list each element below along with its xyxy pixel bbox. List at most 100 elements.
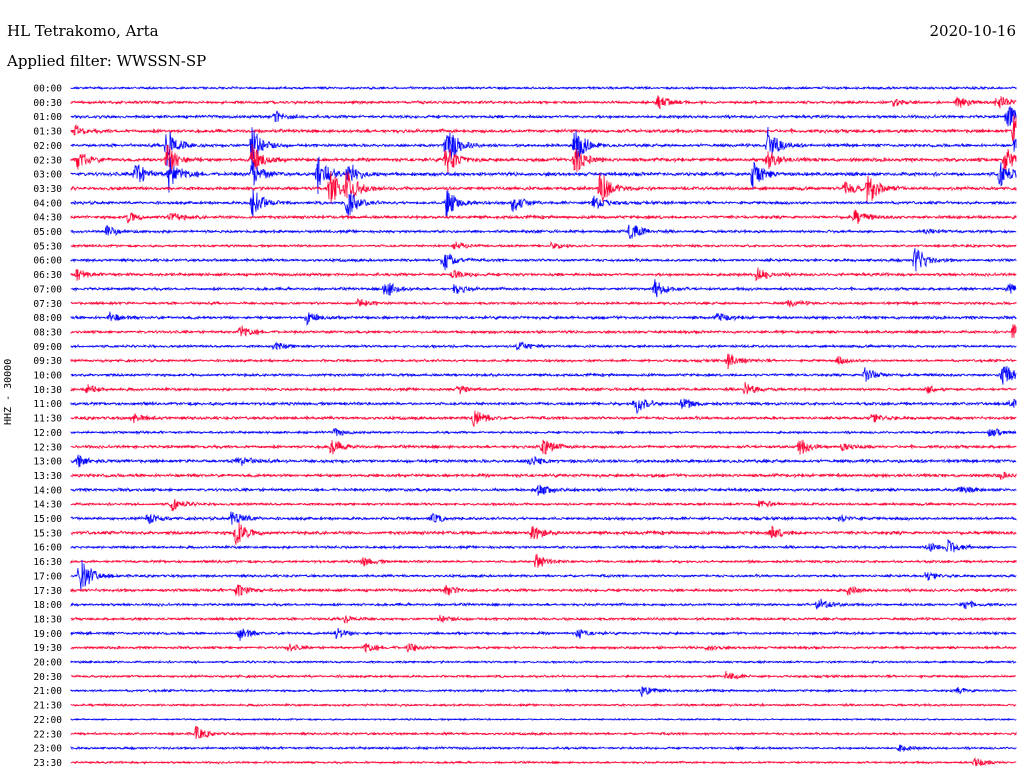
trace-line-0400 <box>70 189 1017 218</box>
time-label: 13:00 <box>33 457 62 468</box>
time-label: 09:30 <box>33 356 62 367</box>
time-label: 20:30 <box>33 672 62 683</box>
time-label: 01:30 <box>33 127 62 138</box>
trace-line-2200 <box>70 717 1017 722</box>
time-label: 10:00 <box>33 371 62 382</box>
trace-line-0830 <box>70 324 1017 339</box>
trace-line-1500 <box>70 511 1017 525</box>
time-label: 17:00 <box>33 571 62 582</box>
trace-line-0900 <box>70 341 1017 351</box>
trace-line-0930 <box>70 353 1017 370</box>
time-label: 15:00 <box>33 514 62 525</box>
trace-line-0730 <box>70 298 1017 308</box>
time-label: 23:00 <box>33 744 62 755</box>
time-label: 13:30 <box>33 471 62 482</box>
trace-line-0700 <box>70 279 1017 298</box>
trace-line-1200 <box>70 427 1017 437</box>
time-label: 03:30 <box>33 184 62 195</box>
time-label: 12:30 <box>33 442 62 453</box>
trace-line-1800 <box>70 598 1017 610</box>
trace-line-0530 <box>70 240 1017 251</box>
trace-line-1430 <box>70 499 1017 512</box>
time-label: 00:00 <box>33 84 62 95</box>
filter-subtitle: Applied filter: WWSSN-SP <box>7 52 207 70</box>
trace-line-0100 <box>70 105 1017 127</box>
time-label: 04:00 <box>33 198 62 209</box>
trace-line-1330 <box>70 471 1017 480</box>
time-label: 08:00 <box>33 313 62 324</box>
time-label: 07:30 <box>33 299 62 310</box>
trace-line-0130 <box>70 114 1017 142</box>
trace-line-1930 <box>70 643 1017 654</box>
time-label: 18:30 <box>33 614 62 625</box>
trace-line-0200 <box>70 126 1017 167</box>
trace-line-1300 <box>70 454 1017 468</box>
time-label: 21:00 <box>33 686 62 697</box>
date-title: 2020-10-16 <box>929 22 1016 40</box>
trace-line-2230 <box>70 725 1017 739</box>
time-label: 08:30 <box>33 327 62 338</box>
time-label: 04:30 <box>33 213 62 224</box>
trace-group <box>70 85 1017 767</box>
time-label: 16:30 <box>33 557 62 568</box>
trace-line-0500 <box>70 224 1017 239</box>
trace-line-0600 <box>70 248 1017 272</box>
trace-line-1230 <box>70 439 1017 455</box>
trace-line-1000 <box>70 366 1017 385</box>
time-label: 03:00 <box>33 170 62 181</box>
time-label: 02:00 <box>33 141 62 152</box>
trace-line-2000 <box>70 659 1017 665</box>
time-label: 20:00 <box>33 658 62 669</box>
trace-line-1400 <box>70 484 1017 496</box>
time-label: 15:30 <box>33 528 62 539</box>
time-label: 16:00 <box>33 543 62 554</box>
time-label: 09:00 <box>33 342 62 353</box>
trace-line-0300 <box>70 156 1017 195</box>
trace-line-0430 <box>70 209 1017 225</box>
trace-line-1730 <box>70 584 1017 597</box>
y-axis-label: HHZ - 30000 <box>3 358 14 425</box>
station-title: HL Tetrakomo, Arta <box>7 22 159 40</box>
time-label: 05:30 <box>33 241 62 252</box>
trace-line-2130 <box>70 702 1017 708</box>
trace-line-1530 <box>70 522 1017 545</box>
time-label: 11:30 <box>33 414 62 425</box>
trace-line-0630 <box>70 267 1017 282</box>
time-label: 07:00 <box>33 284 62 295</box>
trace-line-1900 <box>70 627 1017 641</box>
time-label: 02:30 <box>33 155 62 166</box>
trace-line-1830 <box>70 614 1017 624</box>
trace-line-1700 <box>70 559 1017 591</box>
time-label: 17:30 <box>33 586 62 597</box>
trace-line-1630 <box>70 553 1017 568</box>
time-label: 18:00 <box>33 600 62 611</box>
time-label: 23:30 <box>33 758 62 769</box>
time-label: 06:30 <box>33 270 62 281</box>
trace-line-0230 <box>70 143 1017 173</box>
trace-line-2030 <box>70 670 1016 680</box>
trace-line-1100 <box>70 398 1017 414</box>
time-label: 19:30 <box>33 643 62 654</box>
time-label: 12:00 <box>33 428 62 439</box>
trace-line-1600 <box>70 539 1017 553</box>
time-label: 22:00 <box>33 715 62 726</box>
trace-line-0000 <box>70 85 1017 91</box>
trace-line-1130 <box>70 410 1017 427</box>
time-label: 19:00 <box>33 629 62 640</box>
trace-line-2300 <box>70 744 1017 753</box>
trace-line-0800 <box>70 311 1017 326</box>
trace-line-0030 <box>70 95 1017 110</box>
time-label: 11:00 <box>33 399 62 410</box>
time-label: 14:00 <box>33 485 62 496</box>
trace-line-2100 <box>70 686 1017 697</box>
time-label-group: 00:00 00:30 01:00 01:30 02:00 02:30 03:00 03:30… <box>33 84 62 769</box>
trace-line-1030 <box>70 382 1017 395</box>
time-label: 05:00 <box>33 227 62 238</box>
trace-line-2330 <box>70 757 1017 767</box>
time-label: 21:30 <box>33 701 62 712</box>
trace-line-0330 <box>70 171 1017 204</box>
time-label: 10:30 <box>33 385 62 396</box>
time-label: 14:30 <box>33 500 62 511</box>
time-label: 00:30 <box>33 98 62 109</box>
